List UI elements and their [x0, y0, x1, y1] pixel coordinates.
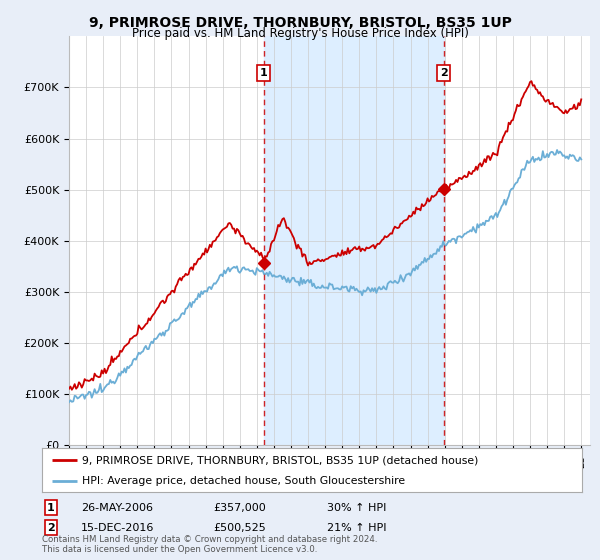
- Bar: [263, 36, 444, 445]
- Text: 9, PRIMROSE DRIVE, THORNBURY, BRISTOL, BS35 1UP: 9, PRIMROSE DRIVE, THORNBURY, BRISTOL, B…: [89, 16, 511, 30]
- Text: Contains HM Land Registry data © Crown copyright and database right 2024.
This d: Contains HM Land Registry data © Crown c…: [42, 535, 377, 554]
- Text: 2: 2: [47, 522, 55, 533]
- Text: £500,525: £500,525: [213, 522, 266, 533]
- Text: 2: 2: [440, 68, 448, 78]
- Text: Price paid vs. HM Land Registry's House Price Index (HPI): Price paid vs. HM Land Registry's House …: [131, 27, 469, 40]
- Text: £357,000: £357,000: [213, 503, 266, 513]
- Text: 9, PRIMROSE DRIVE, THORNBURY, BRISTOL, BS35 1UP (detached house): 9, PRIMROSE DRIVE, THORNBURY, BRISTOL, B…: [83, 455, 479, 465]
- Text: 1: 1: [47, 503, 55, 513]
- Text: 15-DEC-2016: 15-DEC-2016: [81, 522, 154, 533]
- Text: 21% ↑ HPI: 21% ↑ HPI: [327, 522, 386, 533]
- Text: 26-MAY-2006: 26-MAY-2006: [81, 503, 153, 513]
- Text: 30% ↑ HPI: 30% ↑ HPI: [327, 503, 386, 513]
- Text: HPI: Average price, detached house, South Gloucestershire: HPI: Average price, detached house, Sout…: [83, 476, 406, 486]
- Text: 1: 1: [260, 68, 268, 78]
